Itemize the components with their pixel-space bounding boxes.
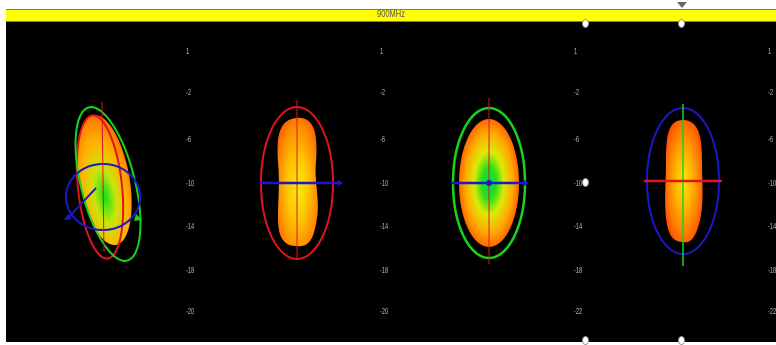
tick-label: -14: [186, 222, 195, 231]
tick-label: 1: [186, 47, 190, 56]
pattern-panel-4: 1 -2 -6 -10 -14 -18 -22: [582, 22, 776, 342]
tick-label: -10: [186, 179, 195, 188]
splitter-handle-top-1[interactable]: [582, 19, 589, 28]
tick-label: -6: [186, 135, 191, 144]
tick-label: -10: [574, 179, 583, 188]
pattern-3d-plot-4: [644, 104, 722, 266]
pattern-panel-3: 1 -2 -6 -10 -14 -18 -22: [390, 22, 582, 342]
tick-label: -2: [768, 88, 773, 97]
tick-label: -20: [380, 307, 389, 316]
tick-label: -20: [186, 307, 195, 316]
axis-ticks-3: 1 -2 -6 -10 -14 -18 -22: [574, 22, 586, 342]
tick-label: -10: [380, 179, 389, 188]
frequency-label: 900MHz: [377, 9, 405, 20]
tick-label: -6: [380, 135, 385, 144]
pattern-panel-1: 1 -2 -6 -10 -14 -18 -20: [6, 22, 198, 342]
axis-ticks-2: 1 -2 -6 -10 -14 -18 -20: [380, 22, 392, 342]
axis-ticks-1: 1 -2 -6 -10 -14 -18 -20: [186, 22, 198, 342]
tick-label: -18: [768, 266, 776, 275]
pattern-3d-plot-3: [451, 98, 529, 264]
tick-label: -14: [574, 222, 583, 231]
tick-label: -14: [380, 222, 389, 231]
splitter-handle-top-2[interactable]: [678, 19, 685, 28]
tick-label: -18: [380, 266, 389, 275]
tick-label: -22: [574, 307, 583, 316]
radiation-pattern-view: 1 -2 -6 -10 -14 -18 -20: [6, 22, 776, 342]
frequency-title-bar: 900MHz: [6, 9, 776, 22]
tick-label: 1: [574, 47, 578, 56]
axis-ticks-4: 1 -2 -6 -10 -14 -18 -22: [768, 22, 776, 342]
position-marker-icon[interactable]: [677, 2, 687, 8]
tick-label: 1: [380, 47, 384, 56]
splitter-handle-bottom-2[interactable]: [678, 336, 685, 345]
red-ring-1: [75, 114, 125, 260]
pattern-3d-plot-1: [64, 101, 142, 262]
tick-label: -14: [768, 222, 776, 231]
tick-label: -18: [574, 266, 583, 275]
tick-label: -18: [186, 266, 195, 275]
tick-label: -6: [574, 135, 579, 144]
tick-label: -22: [768, 307, 776, 316]
splitter-handle-mid[interactable]: [582, 178, 589, 187]
tick-label: -2: [574, 88, 579, 97]
pattern-3d-plot-2: [260, 100, 343, 260]
tick-label: 1: [768, 47, 772, 56]
pattern-panel-2: 1 -2 -6 -10 -14 -18 -20: [198, 22, 390, 342]
green-ring-1: [74, 106, 142, 262]
tick-label: -2: [380, 88, 385, 97]
pattern-blob-1: [77, 114, 132, 246]
tick-label: -2: [186, 88, 191, 97]
tick-label: -10: [768, 179, 776, 188]
tick-label: -6: [768, 135, 773, 144]
splitter-handle-bottom-1[interactable]: [582, 336, 589, 345]
